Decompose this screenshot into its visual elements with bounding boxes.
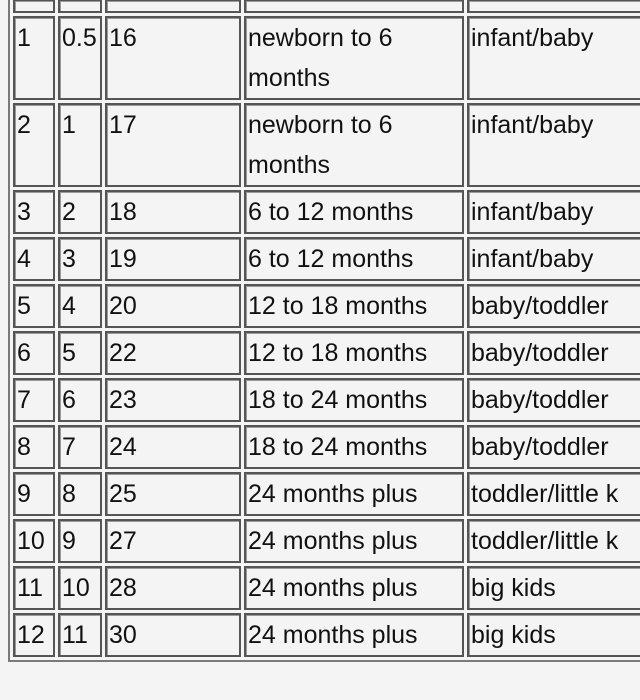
- table-cell-col5: baby/toddler: [467, 425, 640, 469]
- table-cell-col5: baby/toddler: [467, 378, 640, 422]
- table-cell-col1: 11: [13, 566, 55, 610]
- table-cell-col2: 0.5: [58, 16, 102, 100]
- table-row: 8 7 24 18 to 24 months baby/toddler: [13, 425, 640, 469]
- table-cell-col4: 12 to 18 months: [244, 331, 464, 375]
- table-cell-col1: 1: [13, 16, 55, 100]
- table-cell-col5: baby/toddler: [467, 331, 640, 375]
- table-cell-col2: 11: [58, 613, 102, 657]
- table-cell-col1: 2: [13, 103, 55, 187]
- table-cell-col3: 18: [105, 190, 241, 234]
- table-cell-col4: 18 to 24 months: [244, 425, 464, 469]
- table-row-cutoff: [13, 0, 640, 13]
- table-row: 11 10 28 24 months plus big kids: [13, 566, 640, 610]
- table-cell: [244, 0, 464, 13]
- table-cell-col4: 12 to 18 months: [244, 284, 464, 328]
- table-row: 7 6 23 18 to 24 months baby/toddler: [13, 378, 640, 422]
- table-cell-col1: 3: [13, 190, 55, 234]
- table-cell-col5: baby/toddler: [467, 284, 640, 328]
- table-cell-col5: infant/baby: [467, 16, 640, 100]
- table-cell-col4: newborn to 6 months: [244, 16, 464, 100]
- table-cell-col3: 28: [105, 566, 241, 610]
- table-cell-col4: 6 to 12 months: [244, 237, 464, 281]
- table-row: 2 1 17 newborn to 6 months infant/baby: [13, 103, 640, 187]
- table-cell-col3: 24: [105, 425, 241, 469]
- table-row: 10 9 27 24 months plus toddler/little k: [13, 519, 640, 563]
- table-cell-col3: 25: [105, 472, 241, 516]
- table-cell-col1: 10: [13, 519, 55, 563]
- table-cell-col4: 24 months plus: [244, 613, 464, 657]
- table-cell-col5: toddler/little k: [467, 519, 640, 563]
- table-cell-col4: 6 to 12 months: [244, 190, 464, 234]
- table-cell-col2: 1: [58, 103, 102, 187]
- table-cell-col2: 6: [58, 378, 102, 422]
- table-cell-col1: 12: [13, 613, 55, 657]
- table-cell-col2: 2: [58, 190, 102, 234]
- table-cell-col2: 7: [58, 425, 102, 469]
- table-cell-col4: newborn to 6 months: [244, 103, 464, 187]
- table-cell-col5: big kids: [467, 566, 640, 610]
- table-cell-col2: 3: [58, 237, 102, 281]
- table-row: 6 5 22 12 to 18 months baby/toddler: [13, 331, 640, 375]
- table-cell-col5: big kids: [467, 613, 640, 657]
- table-cell-col2: 4: [58, 284, 102, 328]
- table-cell-col4: 24 months plus: [244, 472, 464, 516]
- table-cell-col3: 17: [105, 103, 241, 187]
- table-cell-col3: 19: [105, 237, 241, 281]
- table-cell-col3: 30: [105, 613, 241, 657]
- table-row: 4 3 19 6 to 12 months infant/baby: [13, 237, 640, 281]
- table-cell-col1: 5: [13, 284, 55, 328]
- table-cell-col2: 8: [58, 472, 102, 516]
- table-cell-col1: 4: [13, 237, 55, 281]
- table-cell-col2: 9: [58, 519, 102, 563]
- table-cell-col5: infant/baby: [467, 190, 640, 234]
- table-cell: [58, 0, 102, 13]
- table-cell: [105, 0, 241, 13]
- table-row: 9 8 25 24 months plus toddler/little k: [13, 472, 640, 516]
- table-cell-col1: 6: [13, 331, 55, 375]
- table-row: 3 2 18 6 to 12 months infant/baby: [13, 190, 640, 234]
- table-cell-col5: infant/baby: [467, 103, 640, 187]
- table-row: 5 4 20 12 to 18 months baby/toddler: [13, 284, 640, 328]
- table-cell-col3: 16: [105, 16, 241, 100]
- table-cell-col5: toddler/little k: [467, 472, 640, 516]
- table-cell-col1: 9: [13, 472, 55, 516]
- table-cell-col5: infant/baby: [467, 237, 640, 281]
- table-cell-col4: 24 months plus: [244, 566, 464, 610]
- table-cell-col4: 24 months plus: [244, 519, 464, 563]
- table-cell-col3: 20: [105, 284, 241, 328]
- table-cell-col3: 27: [105, 519, 241, 563]
- table-cell-col2: 10: [58, 566, 102, 610]
- table-row: 1 0.5 16 newborn to 6 months infant/baby: [13, 16, 640, 100]
- table-cell-col1: 8: [13, 425, 55, 469]
- table-cell-col2: 5: [58, 331, 102, 375]
- table-cell-col3: 22: [105, 331, 241, 375]
- table-cell-col4: 18 to 24 months: [244, 378, 464, 422]
- table-cell-col3: 23: [105, 378, 241, 422]
- size-chart-table: 1 0.5 16 newborn to 6 months infant/baby…: [8, 0, 640, 662]
- table-cell: [467, 0, 640, 13]
- table-row: 12 11 30 24 months plus big kids: [13, 613, 640, 657]
- table-cell: [13, 0, 55, 13]
- table-cell-col1: 7: [13, 378, 55, 422]
